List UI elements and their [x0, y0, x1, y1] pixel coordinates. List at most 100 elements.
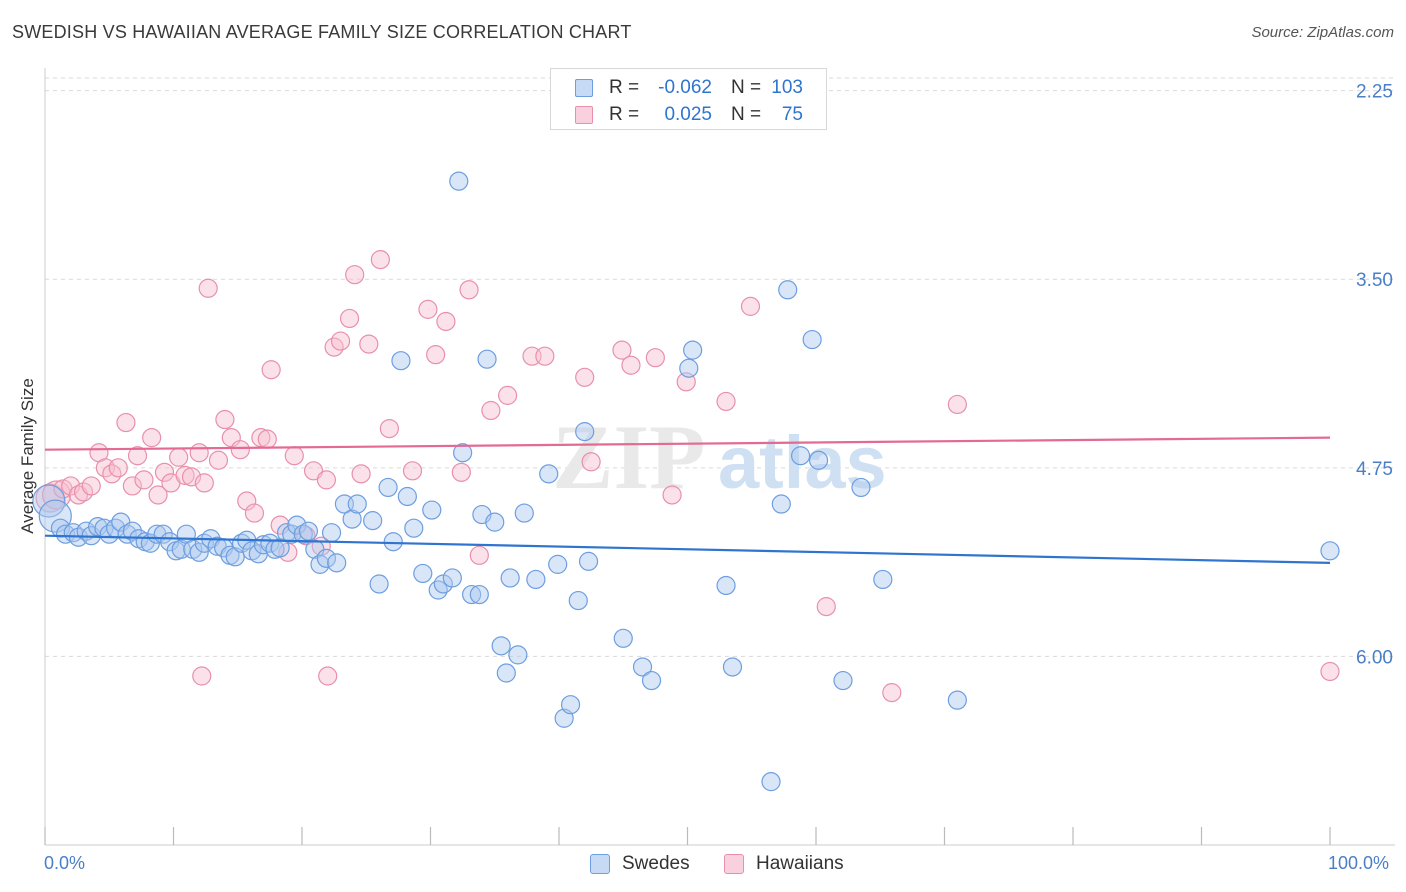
swedes-point — [778, 280, 798, 300]
hawaiians-point — [316, 470, 337, 490]
watermark: ZIP atlas — [552, 406, 887, 508]
hawaiians-point — [451, 462, 471, 482]
swedes-point — [122, 521, 142, 541]
legend-row-swedes: R = -0.062 N = 103 — [551, 73, 826, 101]
swedes-point — [771, 494, 791, 514]
hawaiians-point — [215, 409, 235, 430]
swedes-point — [378, 477, 398, 498]
swedes-trend-line — [44, 534, 1331, 564]
swedes-point — [526, 569, 546, 590]
hawaiians-point — [142, 428, 162, 448]
x-axis-max-label: 100.0% — [1328, 853, 1390, 873]
hawaiians-point — [198, 278, 218, 298]
swedes-point — [369, 574, 389, 594]
legend-swatch-blue — [575, 79, 593, 97]
swedes-point — [327, 553, 347, 573]
hawaiians-point — [645, 348, 665, 368]
legend-n-label: N = — [731, 104, 762, 125]
hawaiians-point — [575, 367, 595, 387]
hawaiians-point — [662, 485, 682, 505]
hawaiians-point — [261, 360, 281, 380]
hawaiians-point — [81, 476, 101, 496]
swedes-point — [548, 554, 568, 574]
hawaiians-point — [469, 545, 489, 565]
hawaiians-point — [740, 296, 761, 316]
hawaiians-point — [498, 385, 518, 405]
legend-r-label: R = — [609, 77, 640, 98]
hawaiians-point — [882, 683, 902, 703]
watermark-zip: ZIP — [552, 406, 705, 508]
legend-r-value: -0.062 — [658, 77, 712, 98]
hawaiians-point — [116, 412, 136, 433]
x-axis-min-label: 0.0% — [44, 853, 86, 873]
swedes-point — [428, 580, 448, 600]
swedes-point — [397, 486, 417, 507]
swedes-point — [514, 503, 534, 523]
y-tick-label: 6.00 — [1356, 647, 1393, 668]
swedes-point — [321, 523, 342, 543]
swedes-point — [404, 518, 424, 538]
bottom-legend-hawaiians: Hawaiians — [724, 852, 864, 876]
swedes-point — [790, 446, 811, 466]
hawaiians-point — [134, 470, 154, 490]
hawaiians-points — [35, 250, 1340, 703]
hawaiians-point — [208, 450, 229, 470]
swedes-point — [613, 628, 633, 648]
swedes-point — [722, 657, 743, 677]
swedes-point — [683, 340, 703, 360]
swedes-point — [632, 657, 653, 677]
hawaiians-point — [175, 465, 195, 485]
hawaiians-point — [257, 429, 277, 449]
swedes-point — [462, 584, 482, 605]
hawaiians-point — [370, 250, 390, 270]
hawaiians-point — [154, 462, 175, 482]
hawaiians-trend-line — [44, 436, 1331, 451]
hawaiians-point — [418, 299, 438, 319]
hawaiians-point — [716, 391, 736, 412]
hawaiians-point — [122, 476, 142, 496]
hawaiians-point — [73, 482, 94, 502]
swedes-point — [568, 590, 588, 611]
y-axis-label: Average Family Size — [18, 378, 37, 534]
hawaiians-label: Hawaiians — [756, 853, 844, 874]
legend-swatch-pink — [575, 106, 593, 124]
swedes-point — [539, 464, 559, 484]
swedes-point — [282, 524, 302, 544]
hawaiians-point — [127, 446, 148, 466]
hawaiians-swatch — [724, 854, 744, 874]
watermark-atlas: atlas — [718, 421, 887, 504]
trend-lines — [44, 436, 1331, 564]
swedes-point — [342, 509, 362, 529]
hawaiians-point — [230, 440, 250, 460]
y-tick-label: 4.75 — [1356, 459, 1393, 480]
swedes-point — [1320, 541, 1340, 561]
swedes-point — [496, 663, 516, 683]
swedes-point — [761, 772, 781, 792]
swedes-point — [500, 568, 520, 588]
hawaiians-point — [237, 491, 257, 511]
axes — [44, 68, 1395, 846]
hawaiians-point — [1320, 661, 1340, 682]
hawaiians-point — [816, 597, 836, 617]
hawaiians-point — [148, 485, 168, 505]
hawaiians-point — [359, 334, 379, 354]
swedes-point — [716, 575, 736, 596]
legend-r-label: R = — [609, 104, 640, 125]
swedes-point — [293, 524, 313, 544]
swedes-point — [422, 500, 442, 520]
source-credit: Source: ZipAtlas.com — [1251, 24, 1394, 41]
swedes-point — [442, 568, 462, 588]
y-tick-labels: 6.00 4.75 3.50 2.25 — [1356, 82, 1393, 669]
hawaiians-point — [345, 265, 365, 285]
swedes-point — [575, 422, 595, 442]
hawaiians-point — [244, 503, 265, 523]
hawaiians-point — [189, 443, 209, 463]
swedes-point — [453, 443, 473, 463]
swedes-point — [298, 521, 319, 541]
swedes-point — [316, 548, 337, 568]
gridlines — [45, 77, 1395, 657]
hawaiians-point — [481, 400, 501, 421]
hawaiians-point — [535, 346, 555, 366]
swedes-swatch — [590, 854, 610, 874]
swedes-point — [38, 499, 72, 533]
